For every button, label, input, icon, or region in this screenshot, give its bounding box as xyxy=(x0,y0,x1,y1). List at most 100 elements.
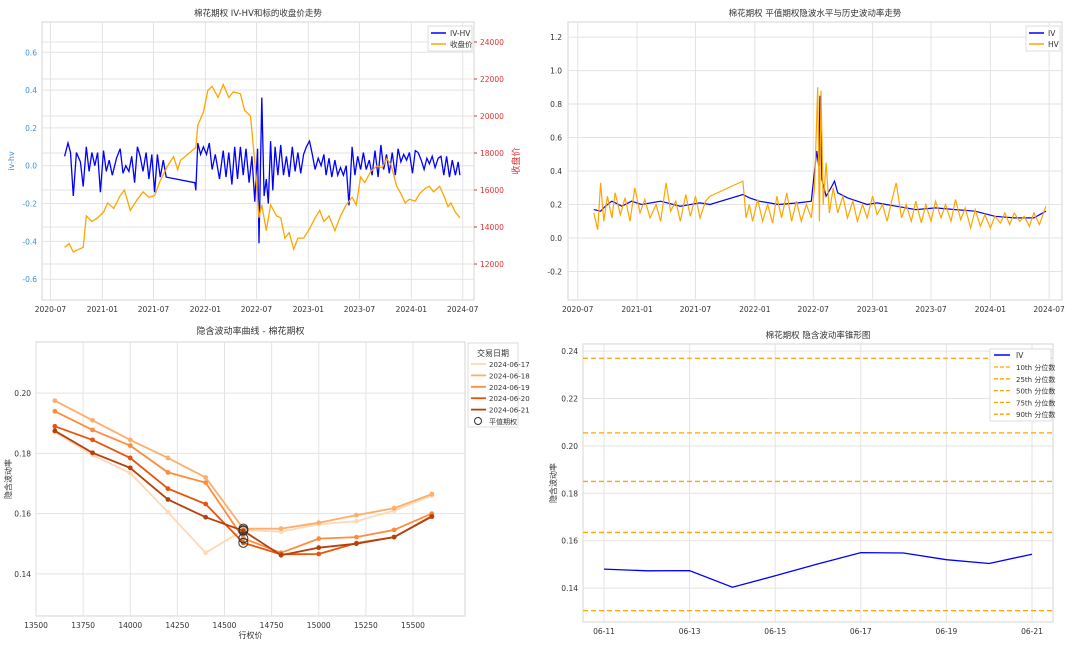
data-point xyxy=(429,514,435,520)
x-tick-label: 2022-01 xyxy=(190,305,222,314)
y-tick-label: 0.2 xyxy=(550,201,562,210)
x-tick-label: 06-13 xyxy=(679,627,701,636)
y-tick-label: 0.14 xyxy=(14,570,31,579)
legend-box xyxy=(467,342,519,428)
y-right-tick-label: 22000 xyxy=(480,75,504,84)
legend-label: 10th 分位数 xyxy=(1016,363,1055,372)
legend: 交易日期 2024-06-17 2024-06-18 2024-06-19 2024-0… xyxy=(467,342,530,428)
legend-label: 25th 分位数 xyxy=(1016,375,1055,384)
legend-label: 90th 分位数 xyxy=(1016,410,1055,419)
y-tick-label: 0.2 xyxy=(25,124,37,133)
legend-label: 2024-06-20 xyxy=(489,395,530,403)
x-tick-label: 06-11 xyxy=(593,627,615,636)
y-tick-label: 0.0 xyxy=(25,162,37,171)
y-tick-label: 0.4 xyxy=(550,167,562,176)
plot-area xyxy=(582,343,1054,623)
y-right-tick-label: 16000 xyxy=(480,186,504,195)
y-tick-label: 0.20 xyxy=(561,442,578,451)
data-point xyxy=(203,475,209,480)
data-point xyxy=(316,551,322,557)
chart-title: 棉花期权 隐含波动率锥形图 xyxy=(766,330,871,341)
x-tick-label: 2021-01 xyxy=(87,305,119,314)
y-tick-label: 0.16 xyxy=(14,510,31,519)
x-tick-label: 2022-07 xyxy=(798,305,830,314)
data-point xyxy=(316,520,322,526)
y-tick-label: 0.6 xyxy=(25,48,37,57)
y-tick-label: 0.18 xyxy=(14,449,31,458)
series-line-iv-hv xyxy=(63,97,461,244)
x-tick-label: 2023-01 xyxy=(857,305,889,314)
chart-iv-cone: 06-11 06-13 06-15 06-17 06-19 06-21 0.14 0.16 0.… xyxy=(548,330,1055,636)
data-point xyxy=(354,534,359,540)
data-point xyxy=(127,465,133,471)
y-tick-label: 0.22 xyxy=(561,395,578,404)
data-point xyxy=(90,450,95,456)
x-tick-label: 2022-01 xyxy=(739,305,771,314)
data-point xyxy=(52,408,58,414)
data-point xyxy=(52,398,58,404)
legend-label: 50th 分位数 xyxy=(1016,387,1055,396)
y-tick-label: 0.18 xyxy=(561,489,578,498)
x-tick-label: 06-19 xyxy=(936,627,958,636)
x-tick-label: 2022-07 xyxy=(241,305,273,314)
data-point xyxy=(90,427,95,433)
data-point xyxy=(165,497,171,502)
y-tick-label: 0.6 xyxy=(550,134,562,143)
y-tick-label: -0.2 xyxy=(22,200,37,209)
data-point xyxy=(354,518,359,524)
series-line-hv xyxy=(593,87,1047,231)
data-point xyxy=(90,417,95,423)
x-tick-label: 15000 xyxy=(307,621,331,630)
data-point xyxy=(429,491,435,497)
y-right-tick-label: 20000 xyxy=(480,112,504,121)
y-tick-label: -0.4 xyxy=(22,237,37,246)
x-tick-label: 2024-01 xyxy=(396,305,428,314)
data-point xyxy=(391,534,397,540)
data-point xyxy=(391,505,397,511)
x-tick-label: 15250 xyxy=(354,621,378,630)
x-tick-label: 2020-07 xyxy=(35,305,67,314)
y-right-tick-label: 24000 xyxy=(480,38,504,47)
data-point xyxy=(52,423,58,429)
data-point xyxy=(90,437,95,443)
y-tick-label: 1.2 xyxy=(550,33,562,42)
x-tick-label: 14250 xyxy=(165,621,189,630)
atm-legend-marker xyxy=(474,417,482,425)
data-point xyxy=(165,469,171,475)
legend-label: 2024-06-19 xyxy=(489,384,530,392)
legend-label: 平值期权 xyxy=(489,417,517,426)
x-tick-label: 2020-07 xyxy=(562,305,594,314)
chart-title: 隐含波动率曲线 - 棉花期权 xyxy=(197,325,305,337)
data-point xyxy=(165,486,171,492)
data-point xyxy=(127,455,133,461)
y-tick-label: 0.0 xyxy=(550,234,562,243)
legend: IV 10th 分位数 25th 分位数 50th 分位数 75th 分位数 90th 分… xyxy=(989,348,1055,422)
chart-title: 棉花期权 平值期权隐波水平与历史波动率走势 xyxy=(729,8,902,19)
data-point xyxy=(240,528,246,534)
data-point xyxy=(203,480,209,486)
x-tick-label: 2024-07 xyxy=(447,305,479,314)
data-point xyxy=(203,501,209,507)
y-tick-label: 0.20 xyxy=(14,389,31,398)
x-tick-label: 15500 xyxy=(401,621,425,630)
x-tick-label: 06-21 xyxy=(1021,627,1043,636)
legend-title: 交易日期 xyxy=(477,348,509,358)
series-line-iv xyxy=(603,551,1033,588)
legend-label: IV-HV xyxy=(450,29,471,38)
data-point xyxy=(127,470,133,476)
data-point xyxy=(203,514,209,520)
y-tick-label: 0.16 xyxy=(561,537,578,546)
plot-area xyxy=(35,341,466,617)
data-point xyxy=(127,437,133,443)
atm-marker xyxy=(238,537,249,548)
data-point xyxy=(354,541,359,547)
legend-box xyxy=(989,348,1052,422)
x-tick-label: 2021-07 xyxy=(138,305,170,314)
y-right-axis-label: 收盘价 xyxy=(510,147,522,174)
x-tick-label: 06-17 xyxy=(850,627,872,636)
data-point xyxy=(316,536,322,542)
legend-label: IV xyxy=(1016,351,1024,360)
y-tick-label: -0.6 xyxy=(22,275,37,284)
x-tick-label: 13500 xyxy=(24,621,48,630)
